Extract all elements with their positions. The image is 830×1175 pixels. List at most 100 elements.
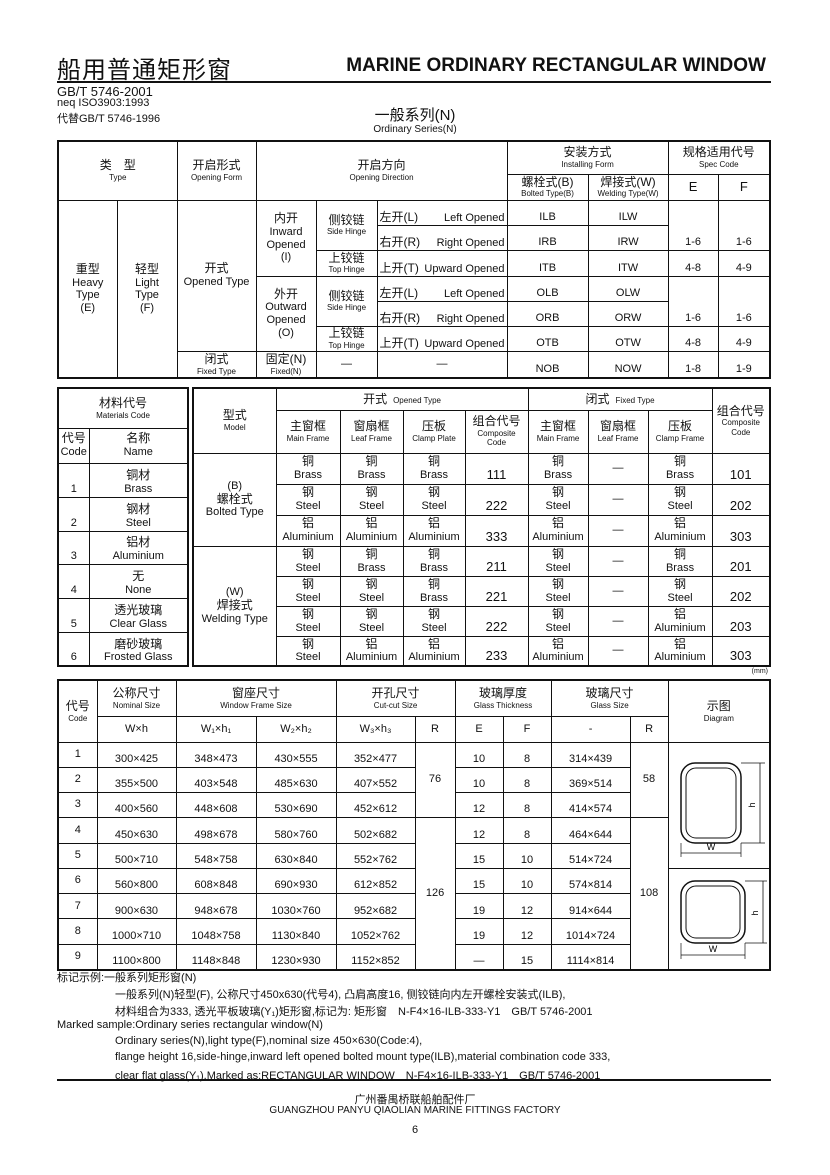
table-cell: 352×477 (335, 741, 416, 768)
cell-text: 6 (74, 874, 81, 887)
table-cell: 548×758 (175, 842, 257, 869)
cell-text: 1030×760 (271, 904, 321, 917)
cell-text: 钢 (301, 546, 314, 561)
cell-text: Brass (357, 469, 386, 482)
materials-code-table: 材料代号 Materials Code 代号 Code 名称 Name 1 铜材 Brass 2 钢… (57, 387, 189, 667)
cell-text: Fixed(N) (270, 366, 302, 376)
cell-text: R (645, 722, 654, 735)
cell-text: 左开(L) (379, 285, 419, 300)
table-cell: 1230×930 (255, 943, 337, 971)
table-cell: 552×762 (335, 842, 416, 869)
glass-radius: 58 (629, 741, 669, 818)
cell-text: 螺栓式 (216, 491, 253, 506)
cell-text: 9 (74, 950, 81, 963)
cell-text: Upward Opened (424, 337, 505, 350)
cell-text: Brass (419, 561, 449, 574)
thickness-e: 12 (454, 791, 504, 818)
cell-text: 1052×762 (350, 929, 401, 942)
cell-text: Steel (545, 591, 571, 604)
svg-text:h: h (747, 802, 757, 807)
cell-text: Upward Opened (424, 262, 505, 275)
cell-text: 窗扇框 (600, 419, 637, 433)
cell-text: 铝 (427, 516, 440, 531)
table-cell: 1-8 (667, 350, 719, 379)
cell-text: 76 (428, 773, 442, 786)
cell-text: 铜 (552, 454, 565, 469)
cell-text: 4-8 (685, 336, 701, 349)
cell-text: R (431, 722, 439, 735)
composite-code: 202 (711, 483, 771, 516)
cell-text: 8 (523, 777, 531, 790)
nominal-size: 500×710 (96, 842, 177, 869)
material-cell: 钢 Steel (647, 483, 713, 516)
company-name-english: GUANGZHOU PANYU QIAOLIAN MARINE FITTINGS… (269, 1105, 561, 1116)
cell-text: 202 (729, 588, 752, 604)
table-cell: OTW (587, 325, 669, 352)
table-row: 3 铝材 Aluminium (57, 530, 189, 565)
cell-text: 548×758 (194, 853, 238, 866)
title-divider (57, 81, 771, 83)
cell-text: 铝 (552, 516, 565, 531)
cell-text: 钢 (552, 606, 565, 621)
cell-text: 铝 (365, 636, 378, 651)
table-row: 重型 Heavy Type (E) 轻型 Light Type (F) 开式 Opened Typ… (57, 199, 771, 379)
cell-text: 952×682 (353, 904, 398, 917)
material-cell: 铝 Aluminium (402, 514, 466, 547)
table-cell: R (414, 715, 456, 743)
cell-text: Steel (421, 621, 447, 634)
table-cell: F (502, 715, 552, 743)
cell-text: 203 (729, 618, 752, 634)
material-name: 铜材 Brass (88, 462, 189, 498)
cell-text: 400×560 (114, 802, 159, 815)
material-cell: 铜 Brass (402, 575, 466, 607)
cell-text: 8 (523, 752, 531, 765)
thickness-f: 8 (502, 816, 552, 844)
installing-form-header: 安装方式 Installing Form (506, 140, 669, 175)
cell-text: (F) (139, 301, 155, 314)
composite-code: 111 (464, 452, 529, 485)
cell-text: 铝 (427, 636, 440, 651)
table-cell: 407×552 (335, 766, 416, 793)
cell-text: Bolted Type (205, 506, 264, 519)
cell-text: 201 (729, 558, 752, 574)
landscape-window-diagram: Wh (679, 879, 767, 959)
table-cell: 窗扇框 Leaf Frame (587, 409, 649, 454)
table-row: 上铰链 Top Hinge 上开(T) Upward Opened ITB ITW 4-8 4… (58, 249, 771, 277)
cell-text: 12 (520, 904, 534, 917)
cell-text: Aluminium (532, 651, 584, 664)
cell-text: 钢材 (126, 502, 151, 517)
cell-text: 主窗框 (540, 419, 577, 433)
cell-text: 1048×758 (191, 929, 241, 942)
table-row: 2 钢材 Steel (57, 496, 189, 532)
table-cell: W₂×h₂ (255, 715, 337, 743)
glass-size: 914×644 (550, 892, 631, 920)
material-cell: 钢 Steel (275, 483, 341, 516)
cell-text: Heavy (72, 276, 104, 289)
cell-text: 126 (425, 886, 445, 899)
cell-text: 组合代号 (716, 403, 765, 418)
cell-text: Main Frame (536, 433, 580, 443)
table-cell: 主窗框 Main Frame (275, 409, 341, 454)
material-cell: 钢 Steel (402, 483, 466, 516)
cell-text: Cut-cut Size (373, 700, 418, 710)
fixed-type: 闭式 Fixed Type (176, 350, 257, 379)
cell-text: 580×760 (274, 828, 318, 841)
cell-text: 1014×724 (565, 929, 616, 942)
code-header: 代号 Code (57, 679, 98, 743)
table-cell: 压板 Clamp Frame (647, 409, 713, 454)
cell-text: 19 (472, 904, 486, 917)
cell-text: E (475, 722, 483, 735)
table-row: 主窗框 Main Frame 窗扇框 Leaf Frame 压板 Clamp Plate 组… (193, 409, 770, 454)
table-cell: 448×608 (175, 791, 257, 818)
cell-text: — (612, 524, 624, 537)
cell-text: Brass (419, 469, 449, 482)
cell-text: 914×644 (568, 904, 613, 917)
cell-text: 钢 (365, 576, 378, 591)
cell-text: 202 (729, 497, 752, 513)
cell-text: Glass Thickness (473, 700, 533, 710)
table-row: 右开(R) Right Opened IRB IRW (58, 224, 770, 251)
cell-text: Type (135, 289, 159, 302)
material-cell: 钢 Steel (402, 605, 466, 637)
cell-text: 钢 (552, 576, 565, 591)
cell-text: Aluminium (112, 549, 164, 562)
